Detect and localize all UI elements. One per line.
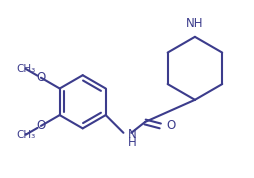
Text: O: O xyxy=(36,71,45,84)
Text: H: H xyxy=(127,136,136,149)
Text: N: N xyxy=(127,128,136,141)
Text: CH₃: CH₃ xyxy=(16,130,35,140)
Text: CH₃: CH₃ xyxy=(16,64,35,74)
Text: O: O xyxy=(36,119,45,132)
Text: NH: NH xyxy=(186,17,204,30)
Text: O: O xyxy=(166,119,176,132)
